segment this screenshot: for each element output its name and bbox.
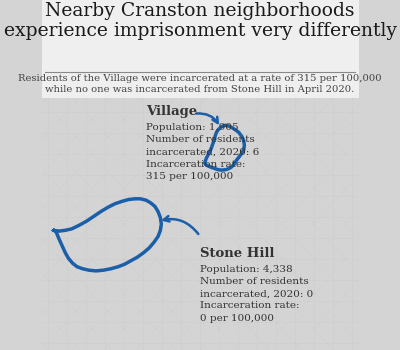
- Text: Residents of the Village were incarcerated at a rate of 315 per 100,000
while no: Residents of the Village were incarcerat…: [18, 74, 382, 94]
- Text: Population: 4,338
Number of residents
incarcerated, 2020: 0
Incarceration rate:
: Population: 4,338 Number of residents in…: [200, 265, 313, 323]
- FancyBboxPatch shape: [42, 0, 358, 98]
- Text: Population: 1,905
Number of residents
incarcerated, 2020: 6
Incarceration rate:
: Population: 1,905 Number of residents in…: [146, 123, 259, 181]
- Text: Stone Hill: Stone Hill: [200, 247, 274, 260]
- Text: Nearby Cranston neighborhoods
experience imprisonment very differently: Nearby Cranston neighborhoods experience…: [4, 2, 396, 40]
- Text: Village: Village: [146, 105, 197, 118]
